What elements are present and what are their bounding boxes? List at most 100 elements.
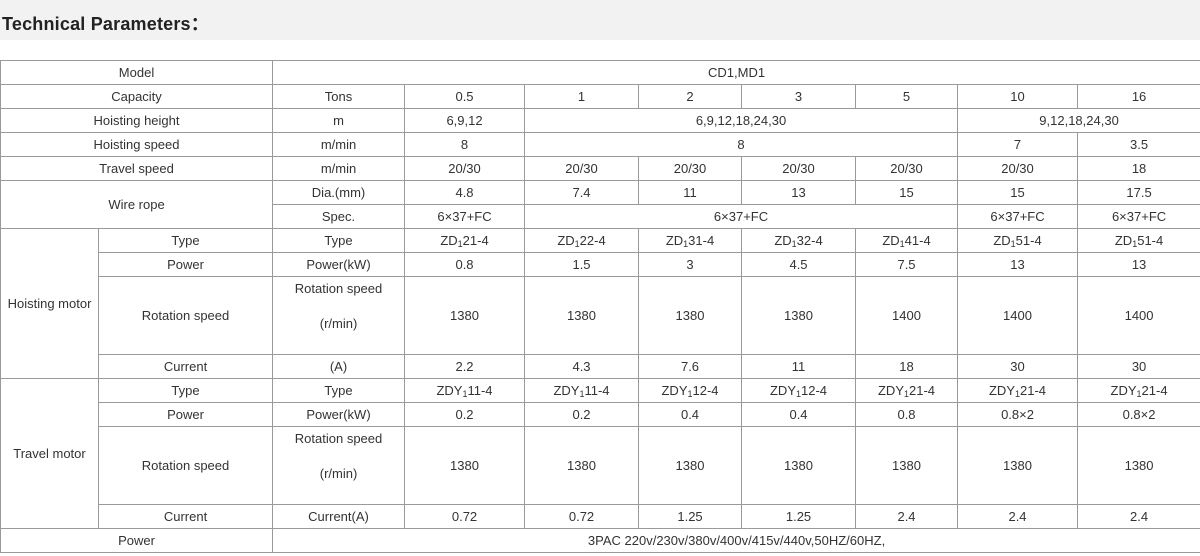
- table-cell: 6,9,12,18,24,30: [524, 108, 959, 133]
- table-cell: 1380: [957, 426, 1079, 505]
- row-label-hoisting-height: Hoisting height: [0, 108, 274, 133]
- row-label-rotation-speed: Rotation speed: [97, 426, 274, 505]
- table-cell: 4.5: [741, 252, 857, 277]
- table-cell: 0.8×2: [957, 402, 1079, 427]
- row-label-power: Power: [97, 402, 274, 427]
- table-cell: 1380: [741, 276, 857, 355]
- table-cell: 6×37+FC: [524, 204, 959, 229]
- table-cell: 1400: [1077, 276, 1200, 355]
- table-cell: 20/30: [957, 156, 1079, 181]
- table-cell: 3.5: [1077, 132, 1200, 157]
- table-row-model: Model CD1,MD1: [0, 60, 1200, 85]
- table-cell: 1380: [638, 426, 743, 505]
- table-row-wire-rope-dia: Wire rope Dia.(mm) 4.8 7.4 11 13 15 15 1…: [0, 180, 1200, 229]
- table-cell: 11: [638, 180, 743, 205]
- table-row-travel-speed: Travel speed m/min 20/30 20/30 20/30 20/…: [0, 156, 1200, 181]
- table-cell: 1380: [524, 426, 640, 505]
- unit-cell: Type: [272, 228, 406, 253]
- unit-text: Rotation speed: [294, 430, 383, 446]
- table-row-travel-motor-current: Current Current(A) 0.72 0.72 1.25 1.25 2…: [1, 504, 1200, 529]
- table-cell: 0.5: [404, 84, 526, 109]
- table-cell: 0.2: [404, 402, 526, 427]
- table-cell: 13: [957, 252, 1079, 277]
- table-cell: ZD151-4: [1077, 228, 1200, 253]
- table-cell: 15: [855, 180, 959, 205]
- unit-cell: Rotation speed (r/min): [272, 426, 406, 505]
- unit-cell: (A): [272, 354, 406, 379]
- table-cell: 7.6: [638, 354, 743, 379]
- table-cell: 2.4: [855, 504, 959, 529]
- page-title: Technical Parameters：: [2, 14, 209, 34]
- table-cell: 1380: [404, 426, 526, 505]
- table-cell: 6×37+FC: [957, 204, 1079, 229]
- table-cell: 16: [1077, 84, 1200, 109]
- table-cell: ZDY112-4: [741, 378, 857, 403]
- table-row-wire-rope-spec: Spec. 6×37+FC 6×37+FC 6×37+FC 6×37+FC: [1, 204, 1200, 229]
- table-cell: 3: [741, 84, 857, 109]
- table-row-power: Power 3PAC 220v/230v/380v/400v/415v/440v…: [0, 528, 1200, 553]
- table-cell: 0.72: [524, 504, 640, 529]
- table-cell: 1400: [957, 276, 1079, 355]
- unit-text: (r/min): [319, 465, 358, 481]
- table-cell: 6×37+FC: [1077, 204, 1200, 229]
- table-row-travel-motor-type: Travel motor Type Type ZDY111-4 ZDY111-4…: [0, 378, 1200, 529]
- row-label-current: Current: [97, 504, 274, 529]
- unit-cell: m: [272, 108, 406, 133]
- table-cell: 1380: [404, 276, 526, 355]
- table-cell: 3: [638, 252, 743, 277]
- table-row-hoisting-motor-power: Power Power(kW) 0.8 1.5 3 4.5 7.5 13 13: [1, 252, 1200, 277]
- unit-text: Rotation speed: [294, 280, 383, 296]
- unit-cell: Spec.: [272, 204, 406, 229]
- row-label-capacity: Capacity: [0, 84, 274, 109]
- table-cell: 0.8: [404, 252, 526, 277]
- table-row-hoisting-motor-current: Current (A) 2.2 4.3 7.6 11 18 30 30: [1, 354, 1200, 379]
- table-cell: ZDY121-4: [1077, 378, 1200, 403]
- table-cell: 10: [957, 84, 1079, 109]
- unit-cell: Power(kW): [272, 252, 406, 277]
- table-cell: 2.4: [1077, 504, 1200, 529]
- table-cell: 1.25: [741, 504, 857, 529]
- table-cell: 2: [638, 84, 743, 109]
- table-cell: ZDY111-4: [404, 378, 526, 403]
- row-label-wire-rope: Wire rope: [0, 180, 274, 229]
- table-cell: 5: [855, 84, 959, 109]
- table-cell: 18: [1077, 156, 1200, 181]
- table-cell: 9,12,18,24,30: [957, 108, 1200, 133]
- unit-cell: Dia.(mm): [272, 180, 406, 205]
- table-cell: 20/30: [741, 156, 857, 181]
- table-cell: 7: [957, 132, 1079, 157]
- row-label-rotation-speed: Rotation speed: [97, 276, 274, 355]
- table-cell: 0.8×2: [1077, 402, 1200, 427]
- table-cell: 1380: [855, 426, 959, 505]
- table-cell: 8: [404, 132, 526, 157]
- table-cell: 1: [524, 84, 640, 109]
- unit-cell: Type: [272, 378, 406, 403]
- table-cell: 2.4: [957, 504, 1079, 529]
- table-cell: 1380: [524, 276, 640, 355]
- table-cell: 0.4: [638, 402, 743, 427]
- table-cell: 13: [741, 180, 857, 205]
- table-row-hoisting-height: Hoisting height m 6,9,12 6,9,12,18,24,30…: [0, 108, 1200, 133]
- section-header: Technical Parameters：: [0, 0, 1200, 40]
- table-cell: 18: [855, 354, 959, 379]
- table-cell: 0.2: [524, 402, 640, 427]
- table-cell: 8: [524, 132, 959, 157]
- table-row-capacity: Capacity Tons 0.5 1 2 3 5 10 16: [0, 84, 1200, 109]
- group-label-hoisting-motor: Hoisting motor: [0, 228, 99, 379]
- power-supply-value: 3PAC 220v/230v/380v/400v/415v/440v,50HZ/…: [272, 528, 1200, 553]
- table-cell: 11: [741, 354, 857, 379]
- table-cell: 6,9,12: [404, 108, 526, 133]
- group-label-travel-motor: Travel motor: [0, 378, 99, 529]
- unit-cell: Tons: [272, 84, 406, 109]
- table-cell: 1380: [1077, 426, 1200, 505]
- table-cell: 15: [957, 180, 1079, 205]
- table-cell: 20/30: [638, 156, 743, 181]
- table-cell: ZDY112-4: [638, 378, 743, 403]
- table-cell: 2.2: [404, 354, 526, 379]
- table-cell: ZD151-4: [957, 228, 1079, 253]
- table-cell: 1.5: [524, 252, 640, 277]
- row-label-hoisting-speed: Hoisting speed: [0, 132, 274, 157]
- table-row-hoisting-speed: Hoisting speed m/min 8 8 7 3.5: [0, 132, 1200, 157]
- table-cell: 0.8: [855, 402, 959, 427]
- table-cell: 17.5: [1077, 180, 1200, 205]
